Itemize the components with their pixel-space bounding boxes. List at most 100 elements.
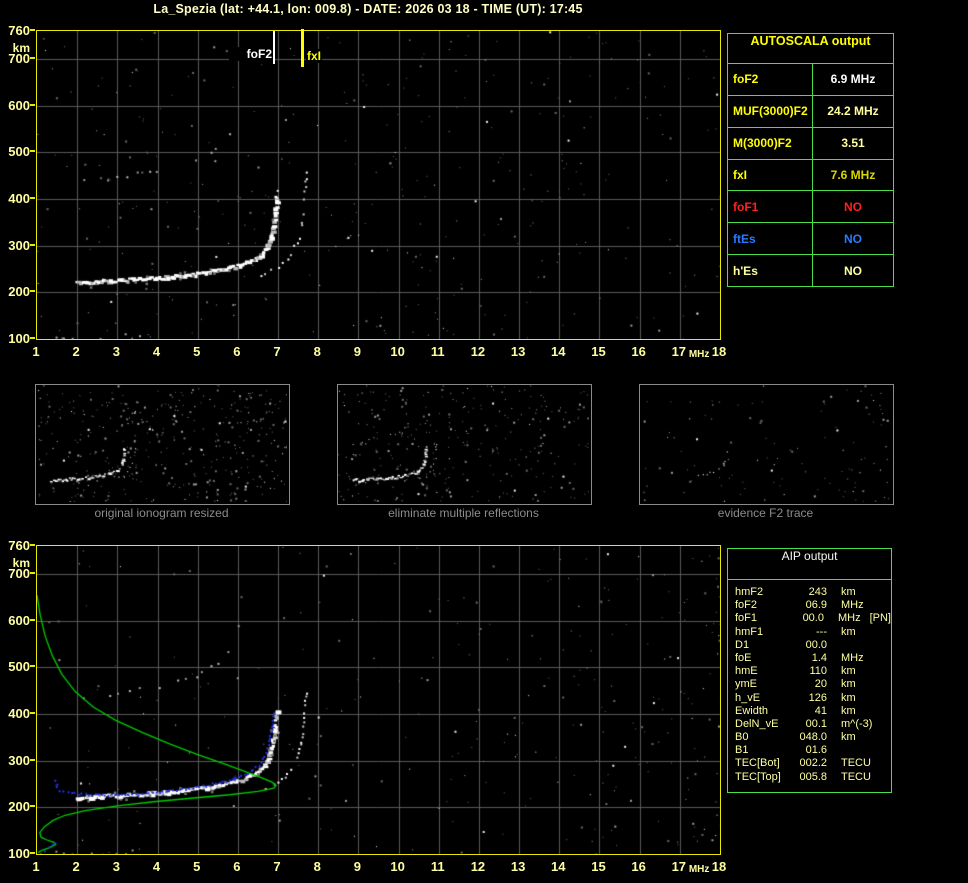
- x-tick-label: 2: [72, 344, 80, 359]
- param-label: M(3000)F2: [728, 127, 813, 159]
- station-date-time-title: La_Spezia (lat: +44.1, lon: 009.8) - DAT…: [153, 2, 583, 16]
- param-value: NO: [844, 263, 862, 278]
- top-ionogram-plot: foF2 fxI: [36, 29, 721, 340]
- x-tick-label: 18: [711, 344, 727, 359]
- param-name: B0: [735, 731, 749, 744]
- param-value: ---: [816, 625, 827, 638]
- param-value: 06.9: [805, 599, 827, 612]
- param-note: [856, 665, 865, 678]
- y-axis-tick: [30, 544, 35, 546]
- thumbnail-caption-original: original ionogram resized: [94, 506, 229, 520]
- y-tick-label: 400: [8, 706, 30, 721]
- table-row-Ewidth: Ewidth 41 km: [735, 705, 891, 718]
- param-note: [841, 639, 850, 652]
- thumbnail-caption-eliminate: eliminate multiple reflections: [388, 506, 539, 520]
- param-unit: MHz: [841, 599, 864, 612]
- x-tick-label: 14: [551, 859, 566, 874]
- x-tick-label: 6: [233, 344, 241, 359]
- table-row-hmE: hmE 110 km: [735, 665, 891, 678]
- table-row-TEC-Top: TEC[Top] 005.8 TECU: [735, 771, 891, 784]
- param-note: [841, 744, 850, 757]
- x-tick-label: 3: [112, 344, 120, 359]
- param-value: 243: [808, 586, 827, 598]
- table-row-fxI: fxI 7.6 MHz: [728, 158, 893, 191]
- y-axis-tick: [30, 29, 35, 31]
- y-axis-tick: [30, 103, 35, 106]
- param-value: NO: [844, 199, 862, 214]
- x-tick-label: 8: [313, 859, 321, 874]
- table-row-foF1: foF1 NO: [728, 190, 893, 223]
- y-axis-tick: [30, 290, 35, 293]
- y-tick-label: 500: [8, 659, 30, 675]
- thumbnail-original-canvas: [36, 385, 287, 502]
- param-name: hmF2: [735, 586, 764, 598]
- param-unit: MHz: [841, 651, 864, 664]
- x-tick-label: 13: [510, 859, 526, 874]
- param-note: [872, 718, 881, 731]
- x-tick-label: 18: [711, 859, 727, 874]
- param-value: 1.4: [811, 651, 827, 664]
- foF2-marker-label: foF2: [229, 47, 273, 61]
- y-tick-label: 760: [8, 23, 30, 38]
- param-unit: [827, 744, 841, 757]
- param-value: 3.51: [841, 136, 865, 151]
- param-unit: km: [841, 704, 856, 717]
- param-name: ymE: [735, 678, 757, 691]
- x-tick-label: 14: [551, 344, 566, 359]
- param-unit: km: [841, 678, 856, 691]
- table-row-DelN_vE: DelN_vE 00.1 m^(-3): [735, 718, 891, 731]
- table-row-M3000F2: M(3000)F2 3.51: [728, 126, 893, 159]
- param-note: [864, 599, 873, 612]
- param-label: ftEs: [728, 223, 813, 255]
- param-unit: km: [841, 586, 856, 598]
- y-tick-label: 700: [8, 51, 30, 66]
- foF2-marker-line: [273, 31, 275, 64]
- y-tick-label: 200: [8, 284, 30, 300]
- x-tick-label: 5: [193, 344, 201, 359]
- table-row-MUF3000F2: MUF(3000)F2 24.2 MHz: [728, 94, 893, 127]
- x-tick-label: 15: [591, 859, 606, 874]
- x-tick-label: 16: [631, 344, 646, 359]
- param-note: [856, 731, 865, 744]
- autoscala-output-table: AUTOSCALA output foF2 6.9 MHz MUF(3000)F…: [727, 33, 894, 287]
- y-axis-unit-label: km: [12, 41, 30, 55]
- param-label: MUF(3000)F2: [728, 95, 813, 127]
- param-unit: [827, 639, 841, 652]
- y-axis-tick: [30, 57, 35, 59]
- x-tick-label: 15: [591, 344, 606, 359]
- param-name: DelN_vE: [735, 717, 779, 730]
- param-note: [856, 586, 865, 599]
- param-value: 126: [808, 691, 827, 704]
- param-note: [856, 705, 865, 718]
- x-tick-label: 10: [390, 344, 405, 359]
- autoscala-table-title: AUTOSCALA output: [750, 34, 871, 48]
- table-row-TEC-Bot: TEC[Bot] 002.2 TECU: [735, 757, 891, 770]
- x-tick-label: 16: [631, 859, 646, 874]
- param-name: hmF1: [735, 625, 764, 638]
- table-row-hEs: h'Es NO: [728, 254, 893, 287]
- x-axis-unit-label: MHz: [688, 349, 710, 360]
- table-row-ymE: ymE 20 km: [735, 678, 891, 691]
- x-tick-label: 1: [32, 859, 40, 874]
- param-value: 41: [814, 704, 827, 717]
- y-axis-tick: [30, 243, 35, 246]
- x-tick-label: 4: [152, 859, 161, 874]
- table-row-B0: B0 048.0 km: [735, 731, 891, 744]
- y-tick-label: 760: [8, 538, 30, 553]
- param-label: fxI: [728, 159, 813, 191]
- param-unit: km: [841, 625, 856, 638]
- param-note: [871, 771, 880, 784]
- table-row-ftEs: ftEs NO: [728, 222, 893, 255]
- y-axis-tick: [30, 197, 35, 199]
- y-axis-tick: [30, 150, 35, 153]
- param-name: foF1: [735, 612, 758, 625]
- param-name: foF2: [735, 599, 758, 612]
- param-name: TEC[Top]: [735, 770, 781, 783]
- y-tick-label: 500: [8, 144, 30, 160]
- param-value: 00.0: [802, 612, 824, 625]
- param-unit: m^(-3): [841, 717, 873, 730]
- param-unit: TECU: [841, 757, 871, 770]
- bottom-ionogram-canvas: [37, 546, 720, 854]
- x-tick-label: 10: [390, 859, 405, 874]
- table-row-foF2: foF2 6.9 MHz: [728, 63, 893, 95]
